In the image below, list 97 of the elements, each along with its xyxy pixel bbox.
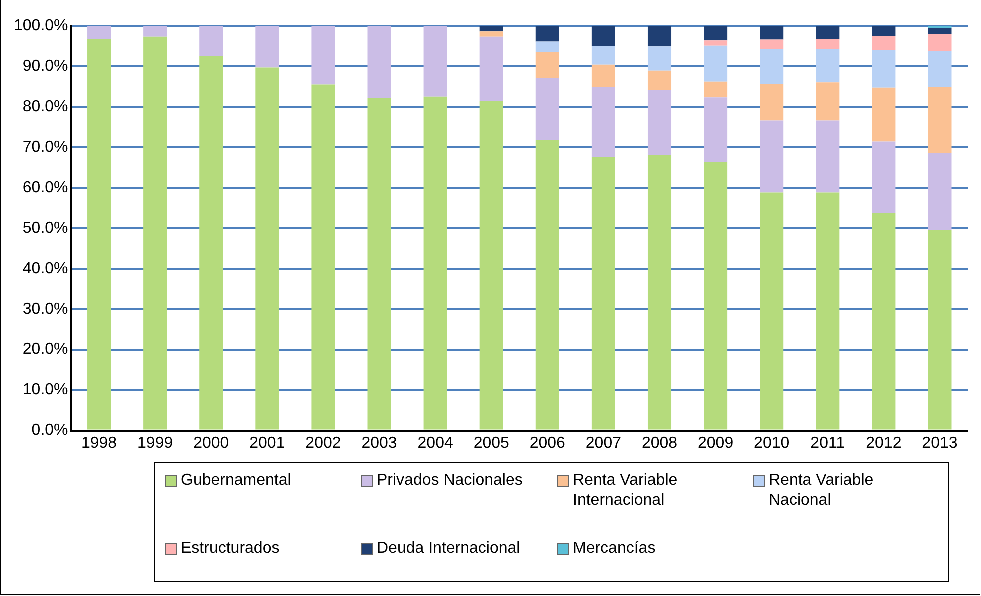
y-tick-label: 30.0% [22,300,68,318]
bar [256,26,280,68]
bar [872,26,896,37]
bar [592,88,616,158]
legend-label: Estructurados [181,539,281,559]
bar [648,70,672,90]
legend-label: Mercancías [573,539,657,559]
x-tick-label: 2002 [306,434,342,452]
y-tick-label: 40.0% [22,260,68,278]
y-tick-label: 0.0% [32,422,68,440]
bar [760,120,784,193]
bar [592,46,616,65]
bar [144,36,168,430]
bar [872,36,896,50]
bar [312,26,336,85]
y-tick-label: 50.0% [22,220,68,237]
bar [480,26,504,32]
bar [424,96,448,430]
y-tick-label: 10.0% [22,382,68,399]
y-tick-label: 90.0% [22,58,68,75]
bar [144,26,168,37]
bar [424,26,448,97]
y-tick-label: 80.0% [22,98,68,116]
bar [816,82,840,121]
x-tick-label: 2004 [418,434,454,452]
bar [872,88,896,142]
bar [816,192,840,430]
bar [760,40,784,50]
bar [928,88,952,154]
bar [592,157,616,430]
legend-label: Deuda Internacional [377,539,522,559]
x-tick-label: 2012 [866,434,902,452]
bar [368,26,392,98]
x-tick-label: 2000 [194,434,230,452]
bar [88,39,112,430]
legend-label: Gubernamental [181,471,292,491]
bar [928,28,952,34]
bar [480,101,504,430]
bar [928,230,952,430]
bar [592,64,616,88]
y-tick-label: 60.0% [22,179,68,196]
legend-label: Renta Variable Internacional [573,471,679,511]
bar [536,42,560,52]
bar [816,38,840,50]
bar [872,142,896,214]
bar [480,32,504,37]
bar [480,36,504,102]
bar [536,52,560,78]
bar [760,49,784,84]
bar [872,213,896,430]
y-tick-label: 20.0% [22,341,68,358]
bar [648,90,672,156]
bar [536,78,560,140]
x-tick-label: 2005 [474,434,510,452]
bar [312,84,336,430]
x-tick-label: 2006 [530,434,566,452]
bar [928,154,952,230]
bar [928,51,952,88]
y-tick-label: 70.0% [22,138,68,156]
bar [816,49,840,83]
legend-label: Renta Variable Nacional [769,471,875,511]
bar [816,26,840,39]
bar [760,84,784,121]
bar [760,26,784,40]
bar [536,140,560,430]
x-tick-label: 2003 [362,434,398,452]
bar [928,34,952,52]
x-tick-label: 2001 [250,434,286,452]
bar [88,26,112,40]
legend-label: Privados Nacionales [377,471,524,491]
bar [200,56,224,430]
bar [648,26,672,47]
x-tick-label: 2007 [586,434,622,452]
x-tick-label: 1998 [81,434,118,452]
bar [536,26,560,42]
x-tick-label: 2010 [754,434,790,452]
y-tick-label: 100.0% [14,17,68,34]
x-tick-label: 2009 [698,434,734,452]
bar [704,46,728,82]
bar [648,46,672,71]
x-tick-label: 2013 [922,434,958,452]
bar [200,26,224,56]
x-tick-label: 1999 [138,434,174,452]
bar [256,68,280,430]
bar [872,50,896,88]
bar [760,192,784,430]
bar [704,162,728,430]
bar [704,26,728,41]
x-tick-label: 2011 [810,434,846,452]
bar [704,40,728,46]
bar [816,120,840,193]
x-tick-label: 2008 [642,434,678,452]
bar [704,82,728,98]
bar [368,98,392,430]
bar [592,26,616,46]
bar [704,98,728,162]
bar [648,155,672,430]
